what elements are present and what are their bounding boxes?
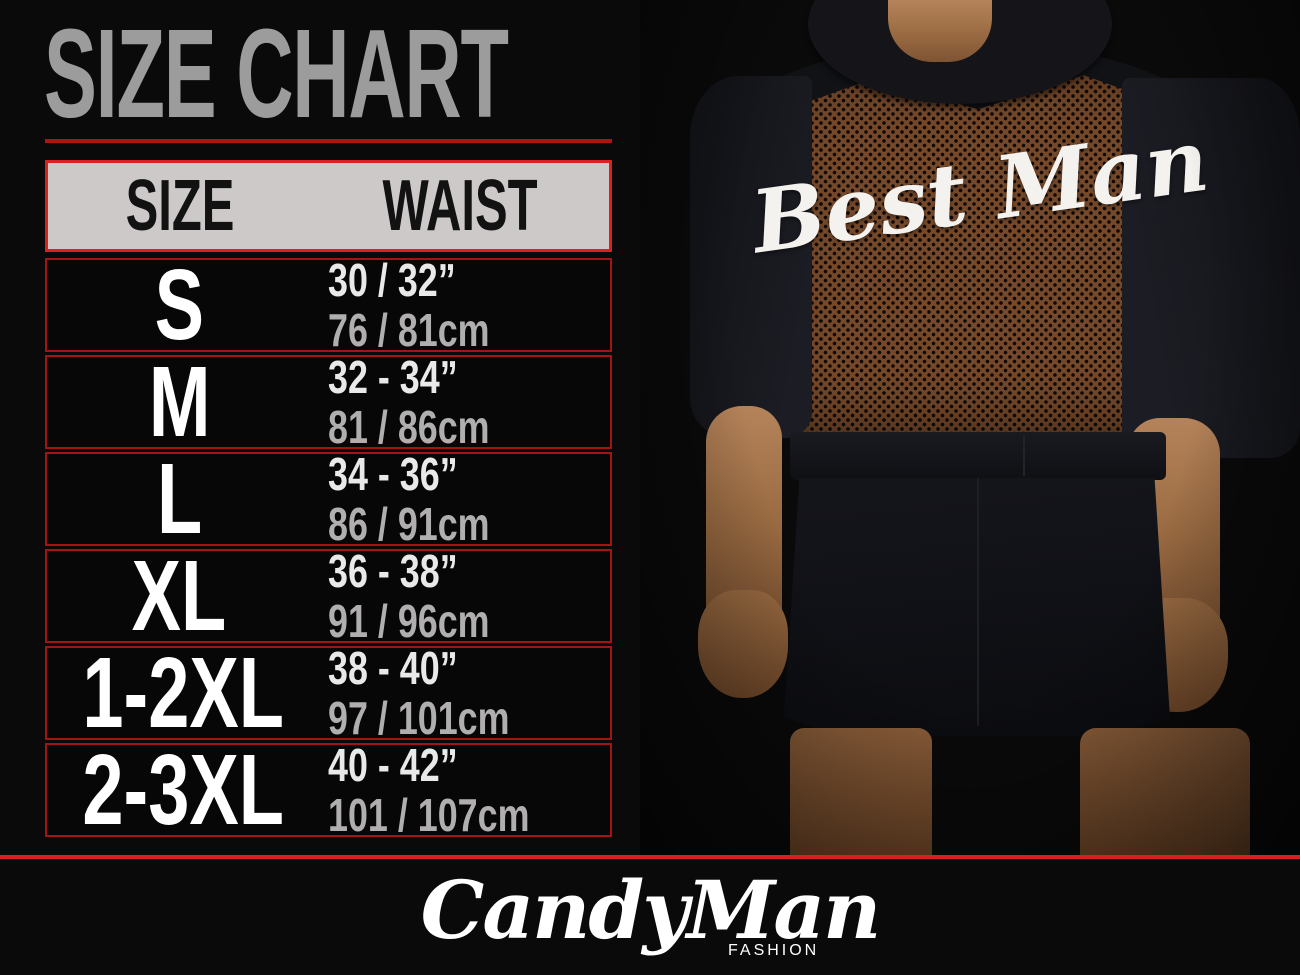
size-cell: S [47,249,312,361]
rows-container: S 30 / 32” 76 / 81cm M 32 - 34” 81 / 86c… [45,249,612,846]
size-label: 1-2XL [82,637,284,749]
size-table: SIZE WAIST S 30 / 32” 76 / 81cm M 32 - 3… [45,160,612,846]
table-row: S 30 / 32” 76 / 81cm [45,249,612,361]
right-leg [1080,728,1250,856]
page-title-text: SIZE CHART [44,3,509,144]
table-row: XL 36 - 38” 91 / 96cm [45,540,612,652]
waist-cell: 36 - 38” 91 / 96cm [312,546,610,646]
footer-divider [0,855,1300,859]
size-label: M [148,346,211,458]
waist-cm: 86 / 91cm [327,498,490,550]
waist-cell: 40 - 42” 101 / 107cm [312,740,610,840]
robe-skirt [784,478,1170,736]
table-row: 2-3XL 40 - 42” 101 / 107cm [45,734,612,846]
waist-belt [790,432,1166,480]
waist-inches: 34 - 36” [327,448,458,500]
table-row: 1-2XL 38 - 40” 97 / 101cm [45,637,612,749]
size-cell: 2-3XL [47,734,312,846]
waist-inches: 30 / 32” [327,254,456,306]
header-waist-cell: WAIST [312,165,609,247]
size-cell: M [47,346,312,458]
size-table-header: SIZE WAIST [45,160,612,252]
product-photo: Best Man [640,0,1300,856]
waist-inches: 36 - 38” [327,545,458,597]
table-row: L 34 - 36” 86 / 91cm [45,443,612,555]
size-label: XL [132,540,227,652]
left-leg [790,728,932,856]
waist-inches: 38 - 40” [327,642,458,694]
left-forearm [706,406,782,618]
brand-logo: CandyMan FASHION [0,862,1300,975]
title-underline [45,139,612,143]
size-cell: 1-2XL [47,637,312,749]
size-label: 2-3XL [82,734,284,846]
waist-inches: 40 - 42” [327,739,458,791]
waist-inches: 32 - 34” [327,351,458,403]
waist-cell: 34 - 36” 86 / 91cm [312,449,610,549]
header-size-label: SIZE [125,166,235,246]
waist-cm: 91 / 96cm [327,595,490,647]
header-size-cell: SIZE [48,165,312,247]
size-cell: XL [47,540,312,652]
left-hand [698,590,788,698]
waist-cell: 32 - 34” 81 / 86cm [312,352,610,452]
size-cell: L [47,443,312,555]
size-label: L [156,443,202,555]
waist-cell: 38 - 40” 97 / 101cm [312,643,610,743]
waist-cm: 97 / 101cm [327,692,510,744]
table-row: M 32 - 34” 81 / 86cm [45,346,612,458]
waist-cm: 76 / 81cm [327,304,490,356]
waist-cm: 81 / 86cm [327,401,490,453]
brand-tagline: FASHION [728,942,820,959]
brand-name: CandyMan [420,863,882,957]
size-label: S [154,249,204,361]
header-waist-label: WAIST [382,166,538,246]
page-title: SIZE CHART [44,3,619,144]
waist-cell: 30 / 32” 76 / 81cm [312,255,610,355]
waist-cm: 101 / 107cm [327,789,530,841]
